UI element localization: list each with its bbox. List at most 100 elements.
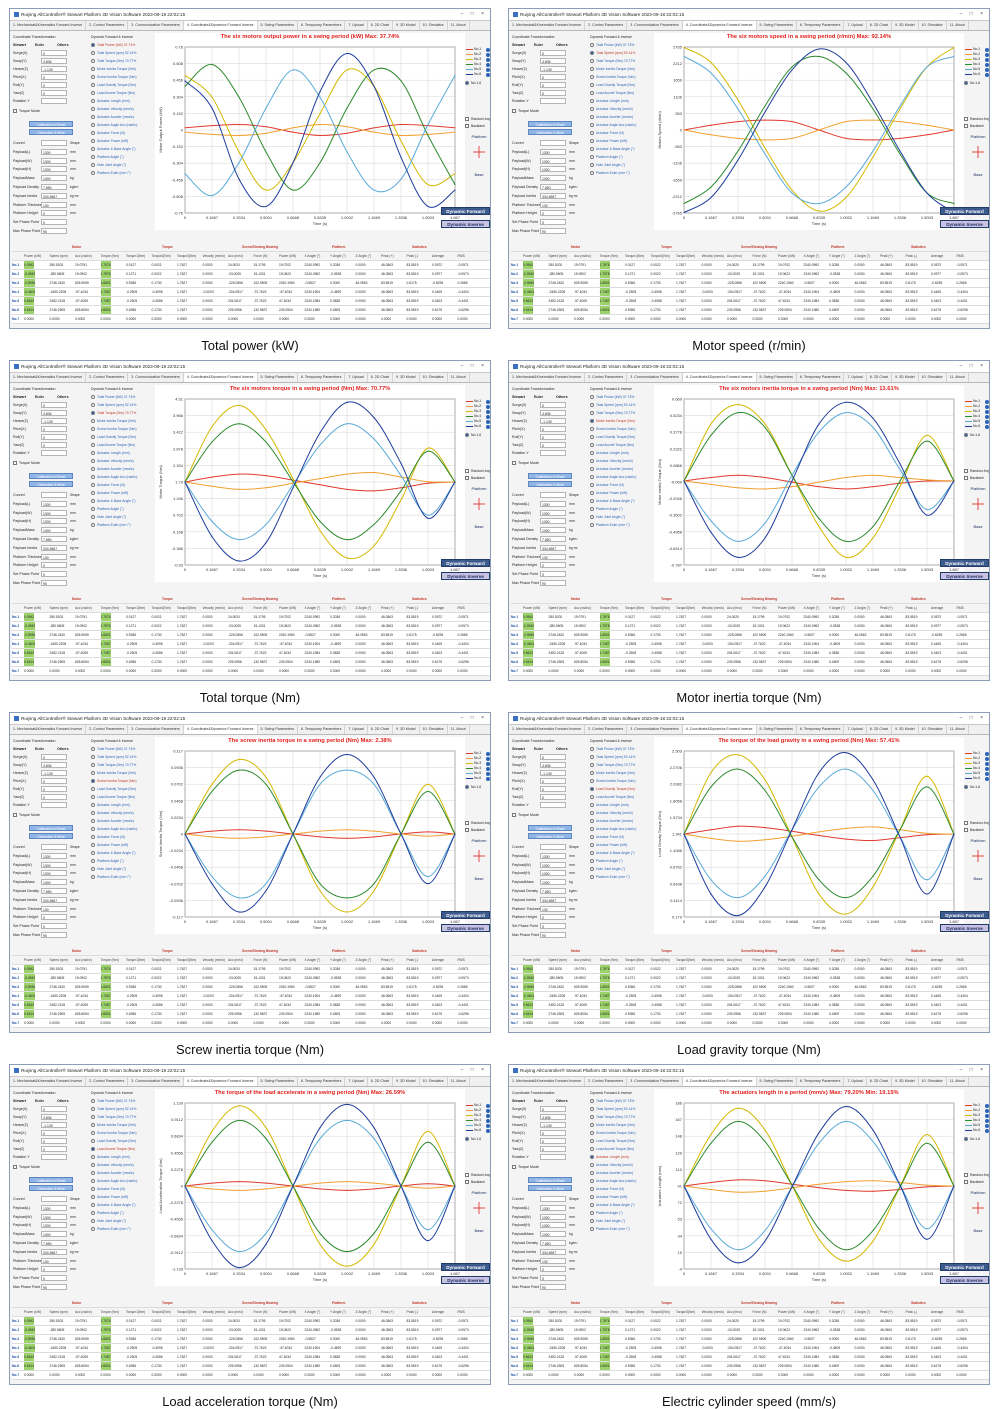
coordinate-input[interactable] xyxy=(540,1154,566,1160)
payload-input[interactable]: 1300 xyxy=(540,527,566,534)
tab-item[interactable]: 9. 3D Model xyxy=(393,21,420,30)
dynamic-option-radio[interactable]: Screw Inertia Torque (Nm) xyxy=(91,425,137,433)
tab-item[interactable]: 7. Upload xyxy=(844,21,867,30)
dynamic-option-radio[interactable]: Motor Inertia Torque (Nm) xyxy=(91,65,136,73)
payload-input[interactable]: 7.850 xyxy=(41,536,67,542)
payload-input[interactable]: 1300 xyxy=(540,1213,566,1220)
series-toggle-icon[interactable] xyxy=(486,419,490,424)
dynamic-option-radio[interactable]: Actuator Force (N) xyxy=(91,833,125,841)
payload-input[interactable]: 1300 xyxy=(540,518,566,525)
series-toggle-icon[interactable] xyxy=(486,67,490,72)
tab-item[interactable]: 5. Swing Parameters xyxy=(757,21,797,30)
dynamic-option-radio[interactable]: Actuator Power (kW) xyxy=(590,841,627,849)
payload-input[interactable]: 0 xyxy=(41,571,67,578)
dynamic-option-radio[interactable]: Platform Angle (°) xyxy=(91,505,124,513)
dynamic-option-radio[interactable]: Screw Inertia Torque (Nm) xyxy=(590,777,636,785)
tab-item[interactable]: 4. Coordinate&Dynamics Forward Inverse xyxy=(183,21,258,30)
coordinate-input[interactable]: -1.139 xyxy=(540,1122,566,1128)
coordinate-input[interactable]: -1.139 xyxy=(41,770,67,776)
series-toggle-icon[interactable] xyxy=(985,424,989,429)
dynamic-option-radio[interactable]: Actuator Length (mm) xyxy=(590,1153,629,1161)
window-controls[interactable]: – □ × xyxy=(959,715,986,721)
option-checkbox[interactable]: Random Angle xyxy=(465,469,490,474)
coordinate-input[interactable]: 4.836 xyxy=(41,410,67,416)
dynamic-option-radio[interactable]: Actuator Velocity (mm/s) xyxy=(91,809,134,817)
tab-item[interactable]: 2. Control Parameters xyxy=(86,373,129,382)
calibration-button[interactable]: Calibration A Reset xyxy=(29,1177,73,1183)
payload-input[interactable] xyxy=(540,1196,566,1202)
tab-item[interactable]: 11. About xyxy=(947,1077,969,1086)
calibration-button[interactable]: Calibration A Reset xyxy=(29,825,73,831)
series-toggle-icon[interactable] xyxy=(985,399,989,404)
dynamic-option-radio[interactable]: Actuator Power (kW) xyxy=(91,489,128,497)
dynamic-option-radio[interactable]: Actuator Velocity (mm/s) xyxy=(91,457,134,465)
series-all-toggle[interactable]: No.1-6 xyxy=(465,433,481,438)
dynamic-inverse-button[interactable]: Dynamic Inverse xyxy=(441,924,490,932)
tab-item[interactable]: 9. 3D Model xyxy=(393,373,420,382)
tab-item[interactable]: 5. Swing Parameters xyxy=(258,1077,298,1086)
payload-input[interactable]: 0 xyxy=(41,219,67,226)
series-toggle-icon[interactable] xyxy=(985,62,989,67)
window-controls[interactable]: – □ × xyxy=(959,363,986,369)
dynamic-option-radio[interactable]: Total Speed (rpm) 92.14% xyxy=(590,1105,635,1113)
dynamic-option-radio[interactable]: Load Gravity Torque (Nm) xyxy=(590,433,635,441)
series-toggle-icon[interactable] xyxy=(486,1108,490,1113)
series-toggle-icon[interactable] xyxy=(486,404,490,409)
tab-item[interactable]: 8. 2D Chart xyxy=(867,725,893,734)
payload-input[interactable]: 334.6567 xyxy=(41,544,67,551)
window-controls[interactable]: – □ × xyxy=(460,11,487,17)
payload-input[interactable]: 0 xyxy=(540,1275,566,1282)
dynamic-option-radio[interactable]: Motor Inertia Torque (Nm) xyxy=(590,769,635,777)
coordinate-input[interactable]: 0 xyxy=(41,74,67,80)
payload-input[interactable]: 0 xyxy=(540,914,566,921)
payload-input[interactable]: 1300 xyxy=(41,1204,67,1211)
payload-input[interactable]: 7.850 xyxy=(540,536,566,542)
payload-input[interactable]: 334.6567 xyxy=(540,192,566,199)
tab-item[interactable]: 11. About xyxy=(448,21,470,30)
payload-input[interactable]: 0 xyxy=(540,219,566,226)
dynamic-option-radio[interactable]: Actuator Force (N) xyxy=(590,833,624,841)
dynamic-option-radio[interactable]: Total Speed (rpm) 92.14% xyxy=(91,1105,136,1113)
tab-item[interactable]: 11. About xyxy=(947,373,969,382)
dynamic-option-radio[interactable]: Total Torque (Nm) 70.77% xyxy=(590,1113,635,1121)
tab-item[interactable]: 2. Control Parameters xyxy=(86,1077,129,1086)
tab-item[interactable]: 2. Control Parameters xyxy=(86,725,129,734)
payload-input[interactable]: 1300 xyxy=(41,1231,67,1238)
payload-input[interactable]: 1300 xyxy=(41,870,67,877)
dynamic-option-radio[interactable]: Load Accele Torque (Nm) xyxy=(91,441,135,449)
tab-item[interactable]: 5. Swing Parameters xyxy=(757,725,797,734)
tab-item[interactable]: 3. Communication Parameters xyxy=(627,1077,683,1086)
coordinate-input[interactable]: -1.139 xyxy=(540,418,566,424)
option-checkbox[interactable]: Random Angle xyxy=(964,1173,989,1178)
payload-input[interactable]: 90 xyxy=(540,932,566,938)
payload-input[interactable]: 130 xyxy=(540,1257,566,1264)
dynamic-option-radio[interactable]: Motor Inertia Torque (Nm) xyxy=(91,1121,136,1129)
dynamic-option-radio[interactable]: Total Power (kW) 37.74% xyxy=(590,393,634,401)
tab-item[interactable]: 10. Simulator xyxy=(919,1077,947,1086)
dynamic-option-radio[interactable]: Actuator Angle Acc (rad/s²) xyxy=(590,473,636,481)
dynamic-option-radio[interactable]: Screw Inertia Torque (Nm) xyxy=(91,777,137,785)
series-toggle-icon[interactable] xyxy=(985,72,989,77)
tab-item[interactable]: 10. Simulator xyxy=(420,725,448,734)
dynamic-option-radio[interactable]: Total Power (kW) 37.74% xyxy=(590,41,634,49)
tab-item[interactable]: 2. Control Parameters xyxy=(585,1077,628,1086)
payload-input[interactable]: 130 xyxy=(41,201,67,208)
dynamic-option-radio[interactable]: Actuator Acceler (mm/s²) xyxy=(91,817,134,825)
coordinate-input[interactable]: 0 xyxy=(41,50,67,56)
dynamic-option-radio[interactable]: Hole Joint Angle (°) xyxy=(91,513,126,521)
payload-input[interactable]: 0 xyxy=(41,210,67,217)
dynamic-option-radio[interactable]: Platform Euler (mm /°) xyxy=(91,1225,131,1233)
calibration-button[interactable]: Calibration A Write xyxy=(528,833,572,839)
tab-item[interactable]: 9. 3D Model xyxy=(892,725,919,734)
series-toggle-icon[interactable] xyxy=(985,414,989,419)
dynamic-option-radio[interactable]: Actuator Acceler (mm/s²) xyxy=(91,113,134,121)
dynamic-option-radio[interactable]: Actuator Length (mm) xyxy=(91,97,130,105)
calibration-button[interactable]: Calibration A Reset xyxy=(528,825,572,831)
dynamic-option-radio[interactable]: Actuator Angle Acc (rad/s²) xyxy=(590,825,636,833)
tab-item[interactable]: 8. 2D Chart xyxy=(368,21,394,30)
dynamic-option-radio[interactable]: Actuator Force (N) xyxy=(91,129,125,137)
tab-item[interactable]: 3. Communication Parameters xyxy=(627,21,683,30)
option-checkbox[interactable]: Backlash xyxy=(465,1180,485,1185)
tab-item[interactable]: 1. Mechanical&Kinematics Forward Inverse xyxy=(509,373,586,382)
dynamic-option-radio[interactable]: Motor Inertia Torque (Nm) xyxy=(91,769,136,777)
